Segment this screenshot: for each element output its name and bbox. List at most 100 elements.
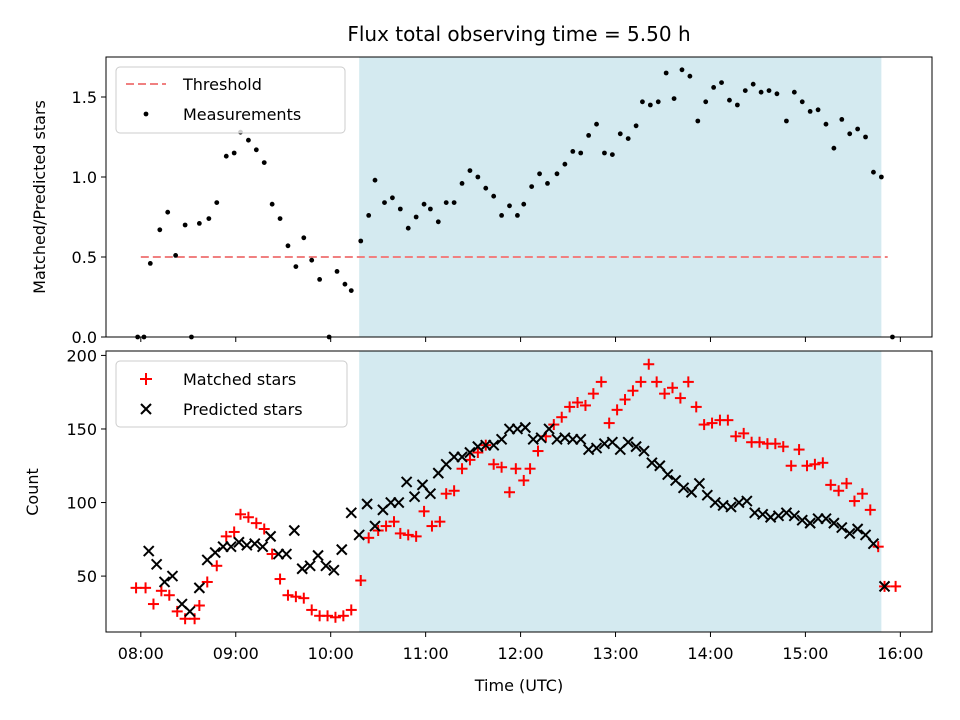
measurement-point [269, 201, 275, 207]
top-y-tick-label: 1.0 [72, 168, 97, 187]
measurement-point [421, 201, 427, 207]
measurement-point [515, 213, 520, 218]
predicted-star-point [828, 517, 840, 529]
predicted-star-point [780, 507, 793, 519]
matched-star-point [518, 474, 530, 486]
measurement-point [609, 152, 615, 158]
matched-star-point [872, 541, 884, 553]
top-legend: Threshold Measurements [115, 66, 346, 134]
measurement-point [348, 288, 354, 293]
measurement-point [734, 102, 740, 108]
matched-star-point [579, 399, 591, 411]
measurement-point [372, 177, 378, 183]
measurement-point [293, 264, 299, 269]
measurement-point [206, 216, 212, 222]
predicted-star-point [756, 508, 769, 521]
bottom-legend: Matched stars Predicted stars [115, 360, 348, 428]
measurement-point [791, 89, 797, 95]
measurement-point [742, 88, 748, 93]
predicted-star-point [233, 536, 245, 548]
measurement-point [309, 257, 315, 263]
measurement-point [602, 150, 607, 156]
predicted-star-point [416, 479, 429, 491]
matched-star-point [456, 463, 468, 475]
predicted-star-point [646, 457, 658, 469]
legend-matched-swatch [140, 373, 152, 385]
measurement-point [784, 118, 789, 124]
matched-star-point [388, 516, 400, 528]
measurement-point [390, 195, 395, 201]
matched-star-point [394, 527, 406, 539]
measurement-point [586, 133, 592, 138]
measurement-point [679, 67, 685, 73]
predicted-star-point [143, 545, 155, 557]
measurement-point [839, 117, 845, 122]
matched-star-point [682, 376, 694, 388]
x-axis-label: Time (UTC) [474, 676, 563, 695]
predicted-star-point [772, 510, 785, 522]
measurement-point [147, 261, 153, 266]
predicted-star-point [725, 501, 737, 513]
measurement-point [475, 174, 481, 180]
measurement-point [499, 213, 504, 218]
legend-matched-label: Matched stars [183, 370, 296, 389]
bottom-shaded-region [359, 351, 882, 632]
measurement-point [847, 131, 853, 137]
predicted-star-point [424, 487, 437, 500]
predicted-star-point [209, 546, 221, 559]
measurement-point [799, 99, 805, 105]
matched-star-point [635, 376, 647, 388]
measurement-point [807, 109, 813, 114]
measurement-point [774, 91, 780, 97]
bottom-y-tick-label: 150 [66, 420, 97, 439]
bottom-x-tick-label: 11:00 [403, 644, 449, 663]
matched-star-point [140, 582, 152, 594]
predicted-star-point [280, 548, 293, 560]
matched-star-point [619, 394, 631, 406]
matched-star-point [674, 392, 686, 404]
predicted-star-point [345, 507, 357, 519]
ratio-panel: 0.0 0.5 1.0 1.5 Threshold Measurements Matc… [30, 56, 933, 347]
matched-star-point [556, 411, 568, 423]
predicted-star-point [709, 496, 721, 509]
measurement-point [451, 200, 457, 206]
matched-star-point [722, 414, 734, 426]
measurement-point [405, 225, 411, 231]
measurement-point [562, 161, 568, 167]
matched-star-point [434, 516, 446, 528]
measurement-point [537, 171, 542, 177]
measurement-point [182, 222, 188, 228]
matched-star-point [402, 529, 414, 541]
measurement-point [871, 169, 876, 175]
measurement-point [277, 216, 283, 222]
matched-star-point [659, 388, 671, 400]
matched-star-point [809, 458, 821, 470]
matched-star-point [410, 530, 422, 542]
top-y-tick-label: 1.5 [72, 88, 97, 107]
matched-star-point [587, 388, 599, 400]
matched-star-point [611, 404, 623, 416]
measurement-point [703, 99, 709, 105]
matched-star-point [472, 447, 484, 459]
measurement-point [196, 221, 202, 226]
matched-star-point [754, 436, 766, 448]
measurement-point [711, 85, 717, 90]
measurement-point [231, 150, 237, 156]
matched-star-point [793, 444, 805, 456]
top-axes-frame [105, 56, 933, 338]
measurement-point [878, 174, 884, 180]
measurement-point [521, 201, 527, 207]
top-y-axis-label: Matched/Predicted stars [30, 100, 49, 294]
predicted-star-point [304, 560, 316, 572]
predicted-star-point [408, 490, 421, 503]
matched-star-point [706, 417, 718, 429]
measurement-point [655, 99, 661, 105]
measurement-point [570, 149, 576, 154]
predicted-star-point [844, 527, 856, 540]
predicted-star-point [328, 564, 340, 576]
measurement-point [831, 145, 837, 151]
matched-star-point [651, 376, 663, 388]
matched-star-point [738, 427, 750, 439]
matched-star-point [777, 441, 789, 453]
top-shaded-region [359, 57, 882, 337]
